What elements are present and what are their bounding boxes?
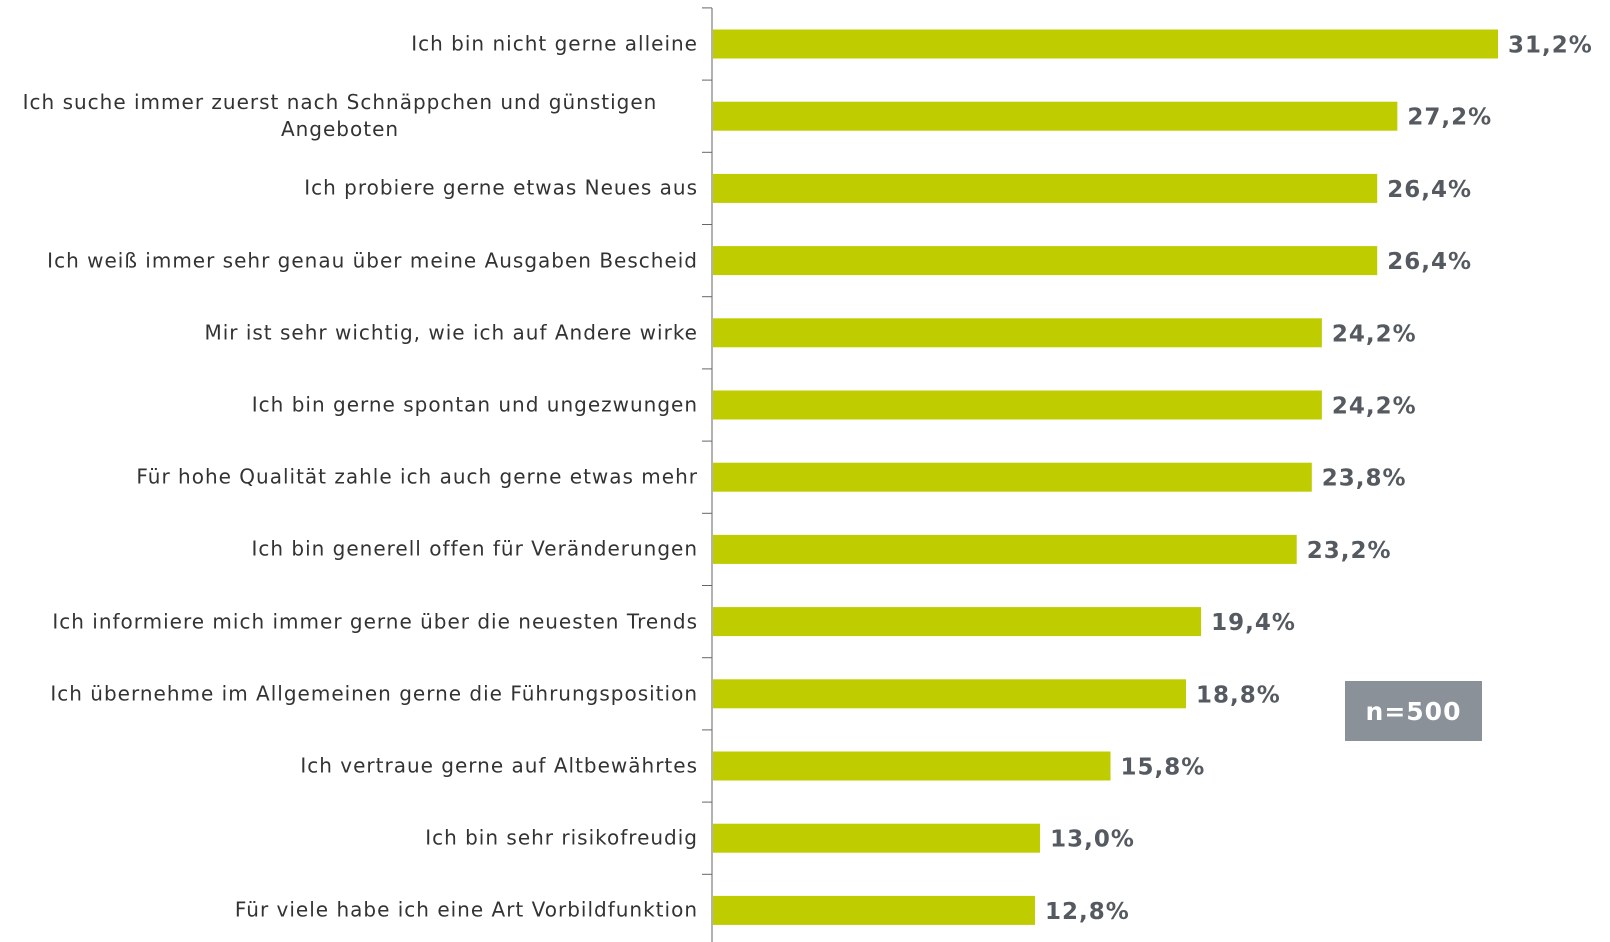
value-label: 23,2% (1307, 538, 1392, 564)
value-label: 18,8% (1196, 682, 1281, 708)
bar (713, 30, 1498, 59)
category-label: Ich suche immer zuerst nach Schnäppchen … (0, 89, 680, 143)
bar (713, 246, 1377, 275)
category-label: Ich weiß immer sehr genau über meine Aus… (0, 247, 698, 274)
bar (713, 102, 1397, 131)
value-label: 27,2% (1407, 105, 1492, 131)
sample-size-note: n=500 (1345, 681, 1482, 741)
category-label: Ich probiere gerne etwas Neues aus (0, 175, 698, 202)
bar (713, 679, 1186, 708)
value-label: 24,2% (1332, 321, 1417, 347)
category-label: Mir ist sehr wichtig, wie ich auf Andere… (0, 319, 698, 346)
category-label: Ich bin sehr risikofreudig (0, 825, 698, 852)
bar (713, 463, 1312, 492)
value-label: 19,4% (1211, 610, 1296, 636)
category-label: Ich informiere mich immer gerne über die… (0, 608, 698, 635)
bar (713, 824, 1040, 853)
value-label: 15,8% (1121, 755, 1206, 781)
bar (713, 896, 1035, 925)
value-label: 23,8% (1322, 466, 1407, 492)
value-label: 31,2% (1508, 33, 1593, 59)
category-label: Ich vertraue gerne auf Altbewährtes (0, 753, 698, 780)
bar (713, 535, 1297, 564)
category-label: Ich bin nicht gerne alleine (0, 31, 698, 58)
page: 31,2% 27,2% 26,4% 26,4% 24,2% 24,2% 23,8% 23,2%… (0, 0, 1610, 942)
category-label: Für viele habe ich eine Art Vorbildfunkt… (0, 897, 698, 924)
bar (713, 174, 1377, 203)
value-label: 26,4% (1387, 249, 1472, 275)
bar (713, 752, 1111, 781)
category-label: Ich übernehme im Allgemeinen gerne die F… (0, 680, 698, 707)
bar (713, 607, 1201, 636)
value-label: 12,8% (1045, 899, 1130, 925)
value-label: 13,0% (1050, 827, 1135, 853)
bar (713, 391, 1322, 420)
value-label: 26,4% (1387, 177, 1472, 203)
category-label: Für hohe Qualität zahle ich auch gerne e… (0, 464, 698, 491)
value-label: 24,2% (1332, 394, 1417, 420)
category-label: Ich bin gerne spontan und ungezwungen (0, 392, 698, 419)
category-label: Ich bin generell offen für Veränderungen (0, 536, 698, 563)
bar (713, 318, 1322, 347)
